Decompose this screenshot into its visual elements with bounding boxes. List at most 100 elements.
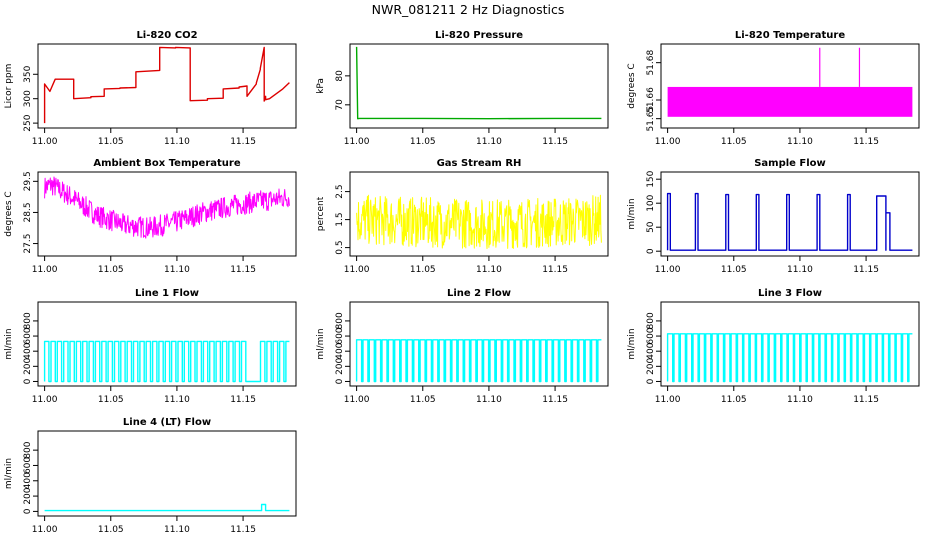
- panel-line1: Line 1 Flow 11.00 11.05 11.10 11.15 0 20040060…: [4, 288, 297, 405]
- line2-data: [355, 339, 602, 383]
- line4-xtick-label-2: 11.10: [164, 525, 190, 535]
- line1-series-line: [43, 340, 290, 383]
- line2-ytick-label-1: 200: [335, 357, 345, 374]
- sampleflow-ytick-label-3: 150: [646, 170, 656, 187]
- line2-ytick-label-4: 800: [335, 312, 345, 329]
- line2-xtick-label-1: 11.05: [410, 395, 436, 405]
- line1-xtick-label-3: 11.15: [230, 395, 256, 405]
- sampleflow-xtick-label-2: 11.10: [787, 265, 813, 275]
- li820temp-xtick-label-3: 11.15: [853, 137, 879, 147]
- line4-frame: [37, 430, 297, 517]
- sampleflow-frame: [660, 171, 920, 257]
- line3-ytick-label-1: 200: [646, 357, 656, 374]
- line1-xtick-label-2: 11.10: [164, 395, 190, 405]
- pressure-frame: [349, 43, 609, 129]
- panel-grid: Li-820 CO2 11.00 11.05 11.10 11.15 250 300 350 L…: [4, 30, 920, 535]
- line3-xtick-label-2: 11.10: [787, 395, 813, 405]
- line4-ytick-label-1: 200: [23, 487, 33, 504]
- rh-ytick-label-0: 0.5: [335, 240, 345, 254]
- line3-frame: [660, 301, 920, 387]
- rh-ytick-label-2: 2.5: [335, 184, 345, 198]
- li820temp-ytick-label-0: 51.65: [646, 106, 656, 132]
- line1-xtick-label-0: 11.00: [32, 395, 58, 405]
- ambtemp-series-line: [44, 176, 290, 239]
- temperature-band: [667, 86, 913, 117]
- ambtemp-frame: [37, 171, 297, 257]
- line1-xtick-label-1: 11.05: [98, 395, 124, 405]
- ambtemp-xtick-label-1: 11.05: [98, 265, 124, 275]
- co2-xtick-label-2: 11.10: [164, 137, 190, 147]
- line1-data: [43, 340, 290, 383]
- line4-xtick-label-1: 11.05: [98, 525, 124, 535]
- line4-series-line: [44, 503, 290, 512]
- sampleflow-ytick-label-1: 50: [646, 221, 656, 233]
- li820temp-data: [667, 47, 913, 117]
- ambtemp-ytick-label-1: 28.5: [23, 202, 33, 222]
- line3-xtick-label-0: 11.00: [655, 395, 681, 405]
- li820temp-ytick-label-2: 51.68: [646, 50, 656, 76]
- pressure-title: Li-820 Pressure: [435, 30, 523, 41]
- panel-line4: Line 4 (LT) Flow 11.00 11.05 11.10 11.15 0 200…: [4, 417, 297, 535]
- li820temp-xtick-label-1: 11.05: [721, 137, 747, 147]
- line4-ylabel: ml/min: [4, 458, 14, 489]
- line3-ytick-label-0: 0: [646, 378, 656, 384]
- pressure-xtick-label-0: 11.00: [344, 137, 370, 147]
- li820temp-ytick-label-1: 51.66: [646, 87, 656, 113]
- co2-ylabel: Licor ppm: [4, 64, 14, 109]
- panel-sampleflow: Sample Flow 11.00 11.05 11.10 11.15 0 50 100 150…: [627, 158, 920, 275]
- sampleflow-xtick-label-1: 11.05: [721, 265, 747, 275]
- ambtemp-xtick-label-3: 11.15: [230, 265, 256, 275]
- line4-ytick-label-2: 400: [23, 472, 33, 489]
- pressure-series-line: [355, 46, 602, 120]
- line4-title: Line 4 (LT) Flow: [123, 417, 211, 428]
- panel-li820temp: Li-820 Temperature 11.00 11.05 11.10 11.15 51…: [627, 30, 920, 147]
- rh-series-line: [356, 194, 602, 250]
- line2-ytick-label-0: 0: [335, 378, 345, 384]
- sampleflow-ytick-label-0: 0: [646, 248, 656, 254]
- pressure-ytick-label-0: 70: [335, 99, 345, 111]
- rh-xtick-label-2: 11.10: [476, 265, 502, 275]
- line1-ytick-label-0: 0: [23, 378, 33, 384]
- sampleflow-ytick-label-2: 100: [646, 194, 656, 211]
- line4-data: [44, 503, 290, 512]
- line3-xtick-label-1: 11.05: [721, 395, 747, 405]
- li820temp-ylabel: degrees C: [627, 63, 637, 108]
- panel-rh: Gas Stream RH 11.00 11.05 11.10 11.15 0.5 1.5 2…: [316, 158, 609, 275]
- co2-ytick-label-2: 350: [23, 65, 33, 82]
- rh-ytick-label-1: 1.5: [335, 212, 345, 226]
- pressure-xtick-label-2: 11.10: [476, 137, 502, 147]
- panel-co2: Li-820 CO2 11.00 11.05 11.10 11.15 250 300 350 L…: [4, 30, 297, 147]
- line3-ytick-label-4: 800: [646, 312, 656, 329]
- line2-xtick-label-3: 11.15: [542, 395, 568, 405]
- pressure-data: [355, 46, 602, 120]
- sampleflow-title: Sample Flow: [754, 158, 826, 169]
- line1-title: Line 1 Flow: [135, 288, 199, 299]
- rh-title: Gas Stream RH: [437, 158, 522, 169]
- line1-frame: [37, 301, 297, 387]
- line3-xtick-label-3: 11.15: [853, 395, 879, 405]
- co2-ytick-label-0: 250: [23, 114, 33, 131]
- ambtemp-data: [44, 176, 290, 239]
- line3-title: Line 3 Flow: [758, 288, 822, 299]
- figure-title: NWR_081211 2 Hz Diagnostics: [372, 2, 565, 17]
- li820temp-frame: [660, 43, 920, 129]
- line2-ytick-label-2: 400: [335, 342, 345, 359]
- line2-ylabel: ml/min: [316, 328, 326, 359]
- panel-ambtemp: Ambient Box Temperature 11.00 11.05 11.10 11…: [4, 158, 297, 275]
- panel-line3: Line 3 Flow 11.00 11.05 11.10 11.15 0 20040060…: [627, 288, 920, 405]
- ambtemp-xtick-label-2: 11.10: [164, 265, 190, 275]
- rh-xtick-label-3: 11.15: [542, 265, 568, 275]
- line2-frame: [349, 301, 609, 387]
- co2-xtick-label-0: 11.00: [32, 137, 58, 147]
- line1-ytick-label-2: 400: [23, 342, 33, 359]
- line2-ytick-label-3: 600: [335, 327, 345, 344]
- co2-xtick-label-3: 11.15: [230, 137, 256, 147]
- line4-ytick-label-4: 800: [23, 441, 33, 458]
- line3-data: [666, 333, 913, 383]
- pressure-xtick-label-1: 11.05: [410, 137, 436, 147]
- line3-series-line: [666, 333, 913, 383]
- ambtemp-xtick-label-0: 11.00: [32, 265, 58, 275]
- li820temp-title: Li-820 Temperature: [735, 30, 845, 41]
- ambtemp-title: Ambient Box Temperature: [93, 158, 240, 169]
